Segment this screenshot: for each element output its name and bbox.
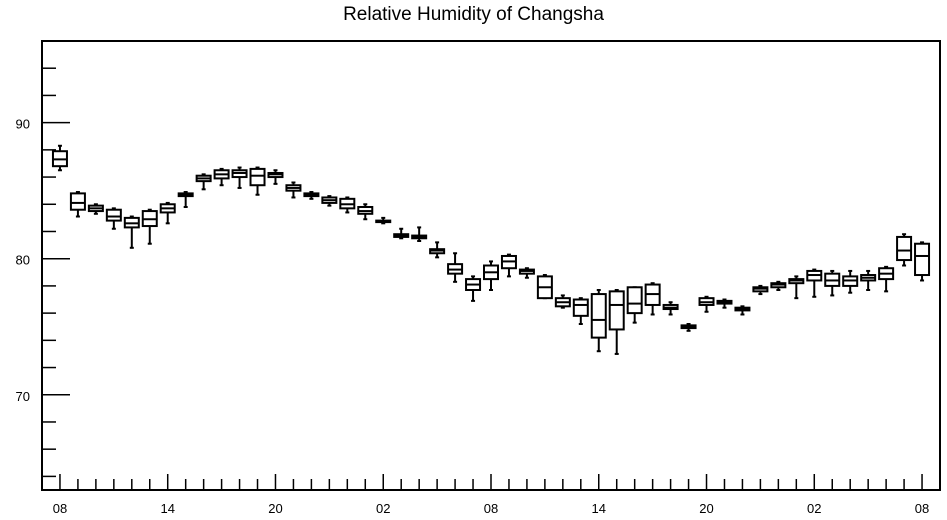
box-plot (662, 301, 679, 316)
box-plot (357, 203, 374, 221)
box-plot (716, 298, 733, 309)
y-tick-label: 90 (16, 117, 30, 132)
box-plot (483, 260, 499, 291)
box-plot (914, 241, 931, 282)
box-plot (500, 253, 517, 278)
box-plot (608, 288, 625, 355)
box-plot (860, 269, 877, 291)
iqr-box (249, 167, 266, 187)
x-axis: 08 14 20 02 08 14 20 02 08 (53, 474, 929, 516)
iqr-box (105, 208, 122, 222)
box-plot (896, 233, 913, 267)
x-tick-label: 14 (160, 501, 174, 516)
box-plot (159, 201, 176, 225)
box-plot (177, 191, 194, 208)
box-plot (788, 275, 805, 300)
iqr-box (572, 298, 589, 317)
box-plot (123, 215, 140, 249)
box-plot (626, 286, 643, 324)
x-tick-label: 08 (53, 501, 67, 516)
iqr-box (590, 293, 607, 339)
box-plot (770, 280, 787, 291)
box-plot (195, 173, 212, 191)
chart-title: Relative Humidity of Changsha (343, 4, 604, 25)
y-axis: 70 80 90 (16, 40, 70, 478)
box-plot (105, 207, 122, 230)
y-tick-label: 80 (16, 253, 30, 268)
box-plot (411, 226, 428, 243)
box-plot (554, 294, 571, 309)
box-plot (680, 323, 697, 332)
box-plot (231, 166, 248, 189)
x-tick-label: 14 (592, 501, 606, 516)
box-plot (518, 267, 535, 279)
box-plot (572, 297, 589, 326)
iqr-box (626, 286, 643, 315)
box-plot (141, 208, 158, 245)
x-tick-label: 20 (268, 501, 282, 516)
box-plot (465, 275, 482, 302)
box-plot (339, 196, 356, 214)
box-plot (429, 241, 446, 259)
x-tick-label: 02 (376, 501, 390, 516)
box-plot (375, 216, 392, 225)
box-plot (69, 191, 86, 218)
box-plot (698, 295, 715, 313)
x-tick-label: 20 (699, 501, 713, 516)
box-plot (249, 166, 266, 196)
box-plot (267, 169, 284, 185)
box-plot (303, 191, 320, 200)
box-plot (644, 282, 661, 316)
box-plot (87, 203, 104, 215)
x-tick-label: 02 (807, 501, 821, 516)
iqr-box (608, 290, 625, 331)
iqr-box (896, 235, 913, 262)
y-tick-label: 70 (16, 389, 30, 404)
box-plot (824, 269, 841, 297)
box-plot (878, 265, 895, 293)
x-tick-label: 08 (484, 501, 498, 516)
box-plot (447, 252, 464, 283)
box-plot (213, 167, 230, 187)
box-plot (734, 305, 751, 316)
x-tick-label: 08 (915, 501, 929, 516)
box-plot (536, 274, 553, 300)
box-plot (51, 144, 68, 172)
box-plot (321, 195, 338, 207)
iqr-box (69, 192, 86, 211)
box-plot (590, 288, 607, 353)
box-plot (752, 284, 769, 296)
box-series (51, 144, 931, 355)
box-plot (842, 269, 859, 294)
box-plot (393, 227, 410, 240)
box-plot (285, 181, 302, 199)
box-plot (806, 268, 823, 298)
iqr-box (914, 242, 931, 277)
